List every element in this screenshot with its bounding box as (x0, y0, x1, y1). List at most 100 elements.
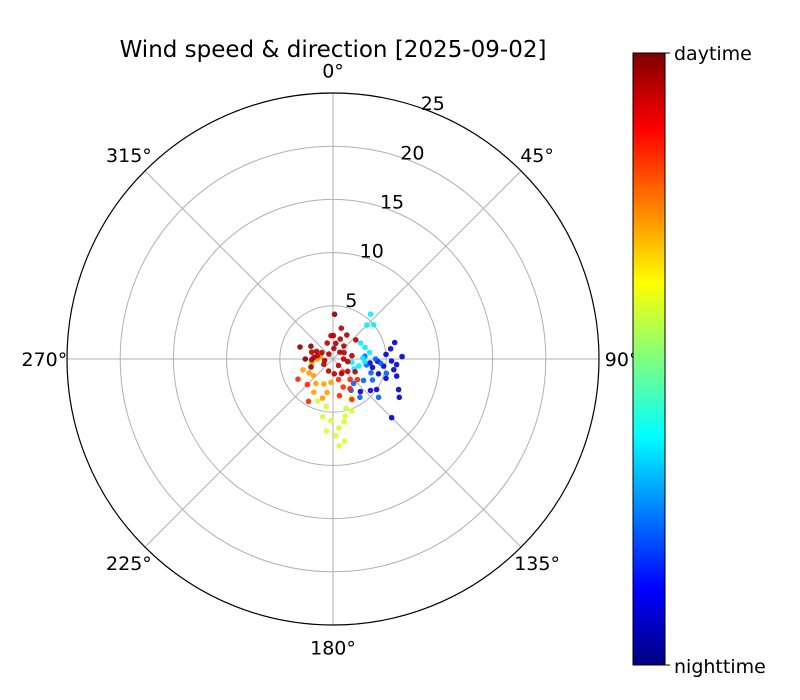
data-point (347, 376, 353, 383)
radial-tick-label: 20 (400, 142, 424, 164)
data-point (306, 370, 312, 376)
theta-tick-label: 225° (106, 553, 152, 575)
data-point (340, 356, 347, 362)
theta-tick-label: 90° (605, 349, 639, 371)
chart-title: Wind speed & direction [2025-09-02] (120, 37, 547, 63)
data-point (308, 349, 315, 355)
data-point (335, 376, 342, 383)
polar-frame (66, 92, 600, 626)
data-point (337, 349, 343, 356)
data-point (297, 344, 303, 350)
data-point (349, 396, 355, 403)
data-point (383, 351, 389, 358)
data-point (304, 381, 311, 388)
data-point (325, 368, 332, 374)
data-point (383, 375, 389, 382)
theta-tick-label: 180° (310, 638, 356, 660)
data-point (369, 377, 376, 383)
data-point (388, 414, 395, 421)
data-point (341, 349, 347, 356)
theta-tick-labels: 0° 45° 90° 135° 180° 225° 270° 315° (22, 60, 639, 659)
data-point (357, 340, 364, 346)
data-point (396, 394, 403, 401)
data-point (383, 370, 390, 377)
theta-tick-label: 315° (106, 145, 152, 167)
data-point (332, 432, 339, 439)
polar-outer-circle (66, 92, 600, 626)
data-point (336, 392, 343, 399)
colorbar-label-nighttime: nighttime (674, 656, 766, 678)
data-point (305, 398, 312, 405)
data-point (314, 398, 321, 404)
data-point (328, 417, 334, 424)
colorbar-label-daytime: daytime (674, 43, 752, 65)
data-point (338, 325, 345, 332)
data-point (313, 380, 319, 387)
data-point (313, 348, 320, 355)
data-point (320, 413, 326, 420)
colorbar-gradient (632, 52, 666, 666)
data-point (308, 364, 314, 370)
data-point (399, 353, 405, 360)
data-point (335, 362, 342, 369)
data-point (319, 349, 325, 356)
data-point (308, 356, 315, 363)
data-point (341, 438, 348, 445)
data-point (355, 363, 362, 369)
data-point (319, 395, 326, 401)
grid-spoke-225 (144, 358, 334, 548)
data-point (367, 387, 374, 394)
data-point (353, 337, 359, 343)
data-point (342, 413, 349, 420)
data-point (331, 371, 338, 377)
data-point (337, 336, 344, 342)
data-point (349, 359, 355, 366)
data-point (367, 311, 374, 318)
data-point (324, 389, 330, 396)
radial-tick-labels: 5 10 15 20 25 (345, 93, 445, 312)
data-point (331, 311, 338, 318)
theta-tick-label: 135° (514, 553, 560, 575)
data-point (372, 356, 379, 362)
data-point (354, 376, 361, 383)
data-point (391, 339, 398, 346)
data-point (344, 358, 351, 365)
colorbar: daytime nighttime (632, 43, 766, 678)
data-point (343, 405, 350, 412)
grid-spoke-315 (144, 170, 334, 360)
data-point (349, 408, 355, 414)
data-point (368, 370, 374, 376)
data-point (336, 443, 342, 449)
radial-tick-label: 5 (345, 290, 357, 312)
theta-tick-label: 45° (520, 145, 554, 167)
data-point (377, 360, 384, 367)
data-point (344, 332, 350, 338)
data-point (338, 370, 345, 377)
data-point (364, 322, 370, 328)
data-point (391, 366, 397, 373)
data-point (347, 385, 353, 392)
data-point (324, 340, 331, 346)
data-point (360, 377, 367, 384)
data-point (375, 371, 382, 377)
data-point (340, 384, 347, 390)
data-point (328, 379, 334, 386)
radial-tick-label: 25 (421, 93, 445, 115)
data-point (362, 359, 368, 365)
data-points (295, 311, 405, 449)
data-point (331, 345, 337, 352)
data-point (344, 368, 351, 375)
data-point (366, 349, 373, 356)
polar-grid (67, 93, 599, 625)
theta-tick-label: 0° (322, 60, 344, 82)
data-point (341, 419, 347, 425)
data-point (362, 344, 368, 351)
data-point (333, 340, 339, 347)
data-point (311, 389, 317, 396)
data-point (371, 322, 377, 328)
radial-tick-label: 15 (380, 192, 404, 214)
data-point (393, 361, 400, 368)
data-point (388, 358, 395, 364)
data-point (302, 356, 309, 362)
radial-tick-label: 10 (360, 241, 384, 263)
